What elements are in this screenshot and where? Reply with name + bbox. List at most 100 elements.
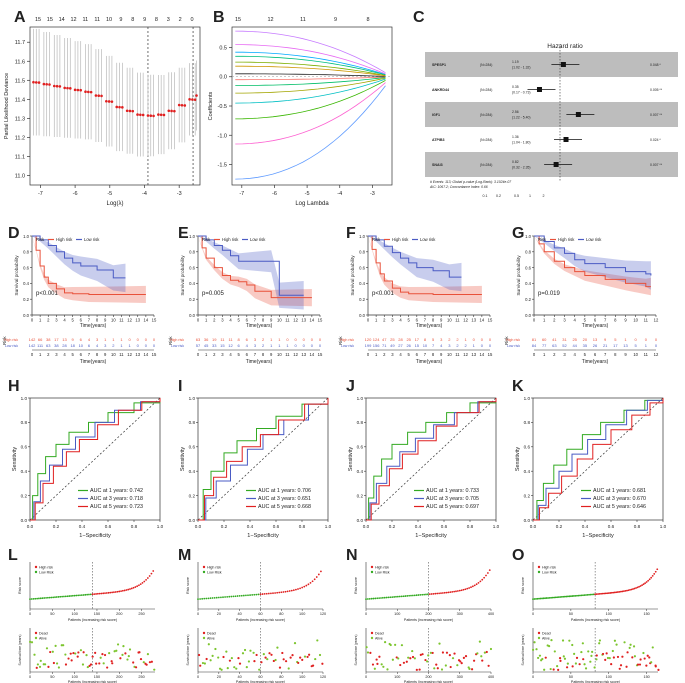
dead-patient-point [552, 668, 555, 671]
risk-score-point [565, 595, 568, 598]
risk-score-point [274, 592, 276, 594]
dead-patient-point [95, 662, 98, 665]
risk-x-tick-label: 8 [96, 352, 99, 357]
risk-score-point [485, 574, 487, 577]
dead-patient-point [636, 663, 640, 666]
risk-score-point [566, 595, 569, 598]
forest-x-tick: 0.2 [496, 194, 501, 198]
risk-table-title: Risk [168, 336, 173, 345]
risk-count-high: 0 [153, 337, 156, 342]
risk-count-low: 2 [464, 343, 467, 348]
risk-score-point [651, 575, 654, 577]
risk-score-point [257, 593, 260, 596]
risk-score-point [548, 596, 551, 599]
x-axis-label: Time(years) [416, 323, 443, 329]
risk-score-point [118, 590, 121, 593]
legend-low-dot [537, 570, 541, 574]
dead-patient-point [268, 652, 271, 655]
hr-marker [553, 162, 559, 167]
risk-score-point [245, 594, 247, 597]
gene-name: SNAI3 [432, 163, 443, 167]
legend-alive-label: Alive [39, 636, 47, 640]
alive-patient-point [201, 661, 205, 665]
risk-count-low: 18 [70, 343, 75, 348]
legend-high-dot [370, 565, 374, 569]
auc-legend-label: AUC at 3 years: 0.651 [258, 496, 311, 502]
x-axis-label: Patients (increasing risk score) [236, 618, 285, 622]
x-tick-label: 200 [425, 675, 431, 679]
risk-score-point [398, 595, 401, 598]
risk-score-point [139, 583, 142, 586]
top-tick-label: 10 [106, 17, 112, 23]
dead-patient-point [88, 664, 91, 667]
y-tick-label: 0.0 [359, 313, 365, 318]
alive-patient-point [411, 649, 414, 653]
legend-dead-dot [537, 631, 541, 635]
dead-patient-point [648, 656, 651, 659]
dead-patient-point [110, 660, 113, 663]
dead-patient-point [472, 659, 476, 662]
x-tick-label: 6 [80, 318, 83, 323]
risk-score-point [576, 594, 578, 597]
x-tick-label: 10 [447, 318, 452, 323]
panel-letter-M: M [178, 547, 191, 564]
forest-row-bg [425, 102, 678, 127]
alive-patient-point [127, 655, 130, 658]
p-value: 0.007 ** [650, 113, 663, 117]
dead-patient-point [94, 651, 97, 654]
y-tick-label: 0.0 [524, 518, 531, 523]
y-axis-label: Survival probability [14, 255, 20, 296]
risk-score-point [415, 594, 418, 597]
cv-point [115, 105, 119, 109]
risk-score-point [114, 591, 117, 593]
risk-score-point [607, 592, 610, 594]
y-tick-label: 0.2 [189, 493, 196, 498]
risk-x-axis-label: Time(years) [582, 359, 609, 365]
diagonal-reference [532, 397, 664, 521]
p-value-label: p=0.005 [202, 291, 225, 297]
risk-score-point [609, 592, 612, 594]
risk-score-point [39, 597, 42, 600]
alive-patient-point [81, 663, 85, 666]
risk-score-point [589, 593, 592, 596]
x-tick-label: 0.8 [467, 524, 474, 529]
alive-patient-point [543, 668, 546, 671]
dead-patient-point [544, 656, 547, 659]
risk-score-point [598, 593, 601, 595]
risk-count-high: 3 [96, 337, 99, 342]
y-tick-label: 0.8 [524, 420, 531, 425]
cv-point [149, 114, 153, 118]
risk-score-point [105, 592, 108, 594]
auc-legend-label: AUC at 3 years: 0.718 [90, 496, 143, 502]
risk-score-point [477, 581, 480, 584]
risk-x-tick-label: 9 [104, 352, 107, 357]
y-tick-label: -1.5 [218, 163, 227, 169]
coefficient-path [235, 80, 386, 120]
y-axis-label: Partial Likelihood Deviance [4, 73, 10, 139]
top-tick-label: 9 [334, 17, 337, 23]
x-tick-label: 5 [407, 318, 410, 323]
risk-score-point [50, 596, 53, 599]
alive-patient-point [38, 665, 42, 668]
cv-point [45, 83, 48, 86]
risk-count-low: 0 [303, 343, 306, 348]
risk-score-point [71, 594, 74, 597]
risk-count-low: 0 [294, 343, 297, 348]
alive-patient-point [581, 642, 584, 645]
alive-patient-point [115, 649, 118, 652]
risk-score-point [470, 586, 472, 589]
roc-curve-5y [198, 398, 329, 521]
x-tick-label: 0 [29, 675, 31, 679]
dead-patient-point [565, 666, 569, 669]
risk-score-point [29, 598, 31, 601]
x-tick-label: 0 [31, 318, 34, 323]
x-tick-label: 5 [584, 318, 587, 323]
x-tick-label: 100 [394, 612, 400, 616]
x-tick-label: 120 [320, 675, 326, 679]
risk-count-high: 20 [583, 337, 588, 342]
dead-patient-point [199, 664, 202, 667]
x-tick-label: 100 [71, 675, 77, 679]
alive-patient-point [383, 641, 387, 644]
risk-score-point [563, 595, 566, 598]
x-tick-label: 50 [569, 675, 573, 679]
